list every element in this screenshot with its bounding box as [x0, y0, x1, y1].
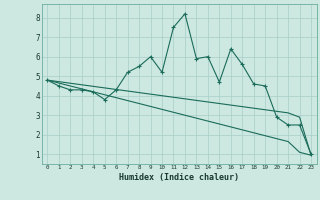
X-axis label: Humidex (Indice chaleur): Humidex (Indice chaleur) — [119, 173, 239, 182]
